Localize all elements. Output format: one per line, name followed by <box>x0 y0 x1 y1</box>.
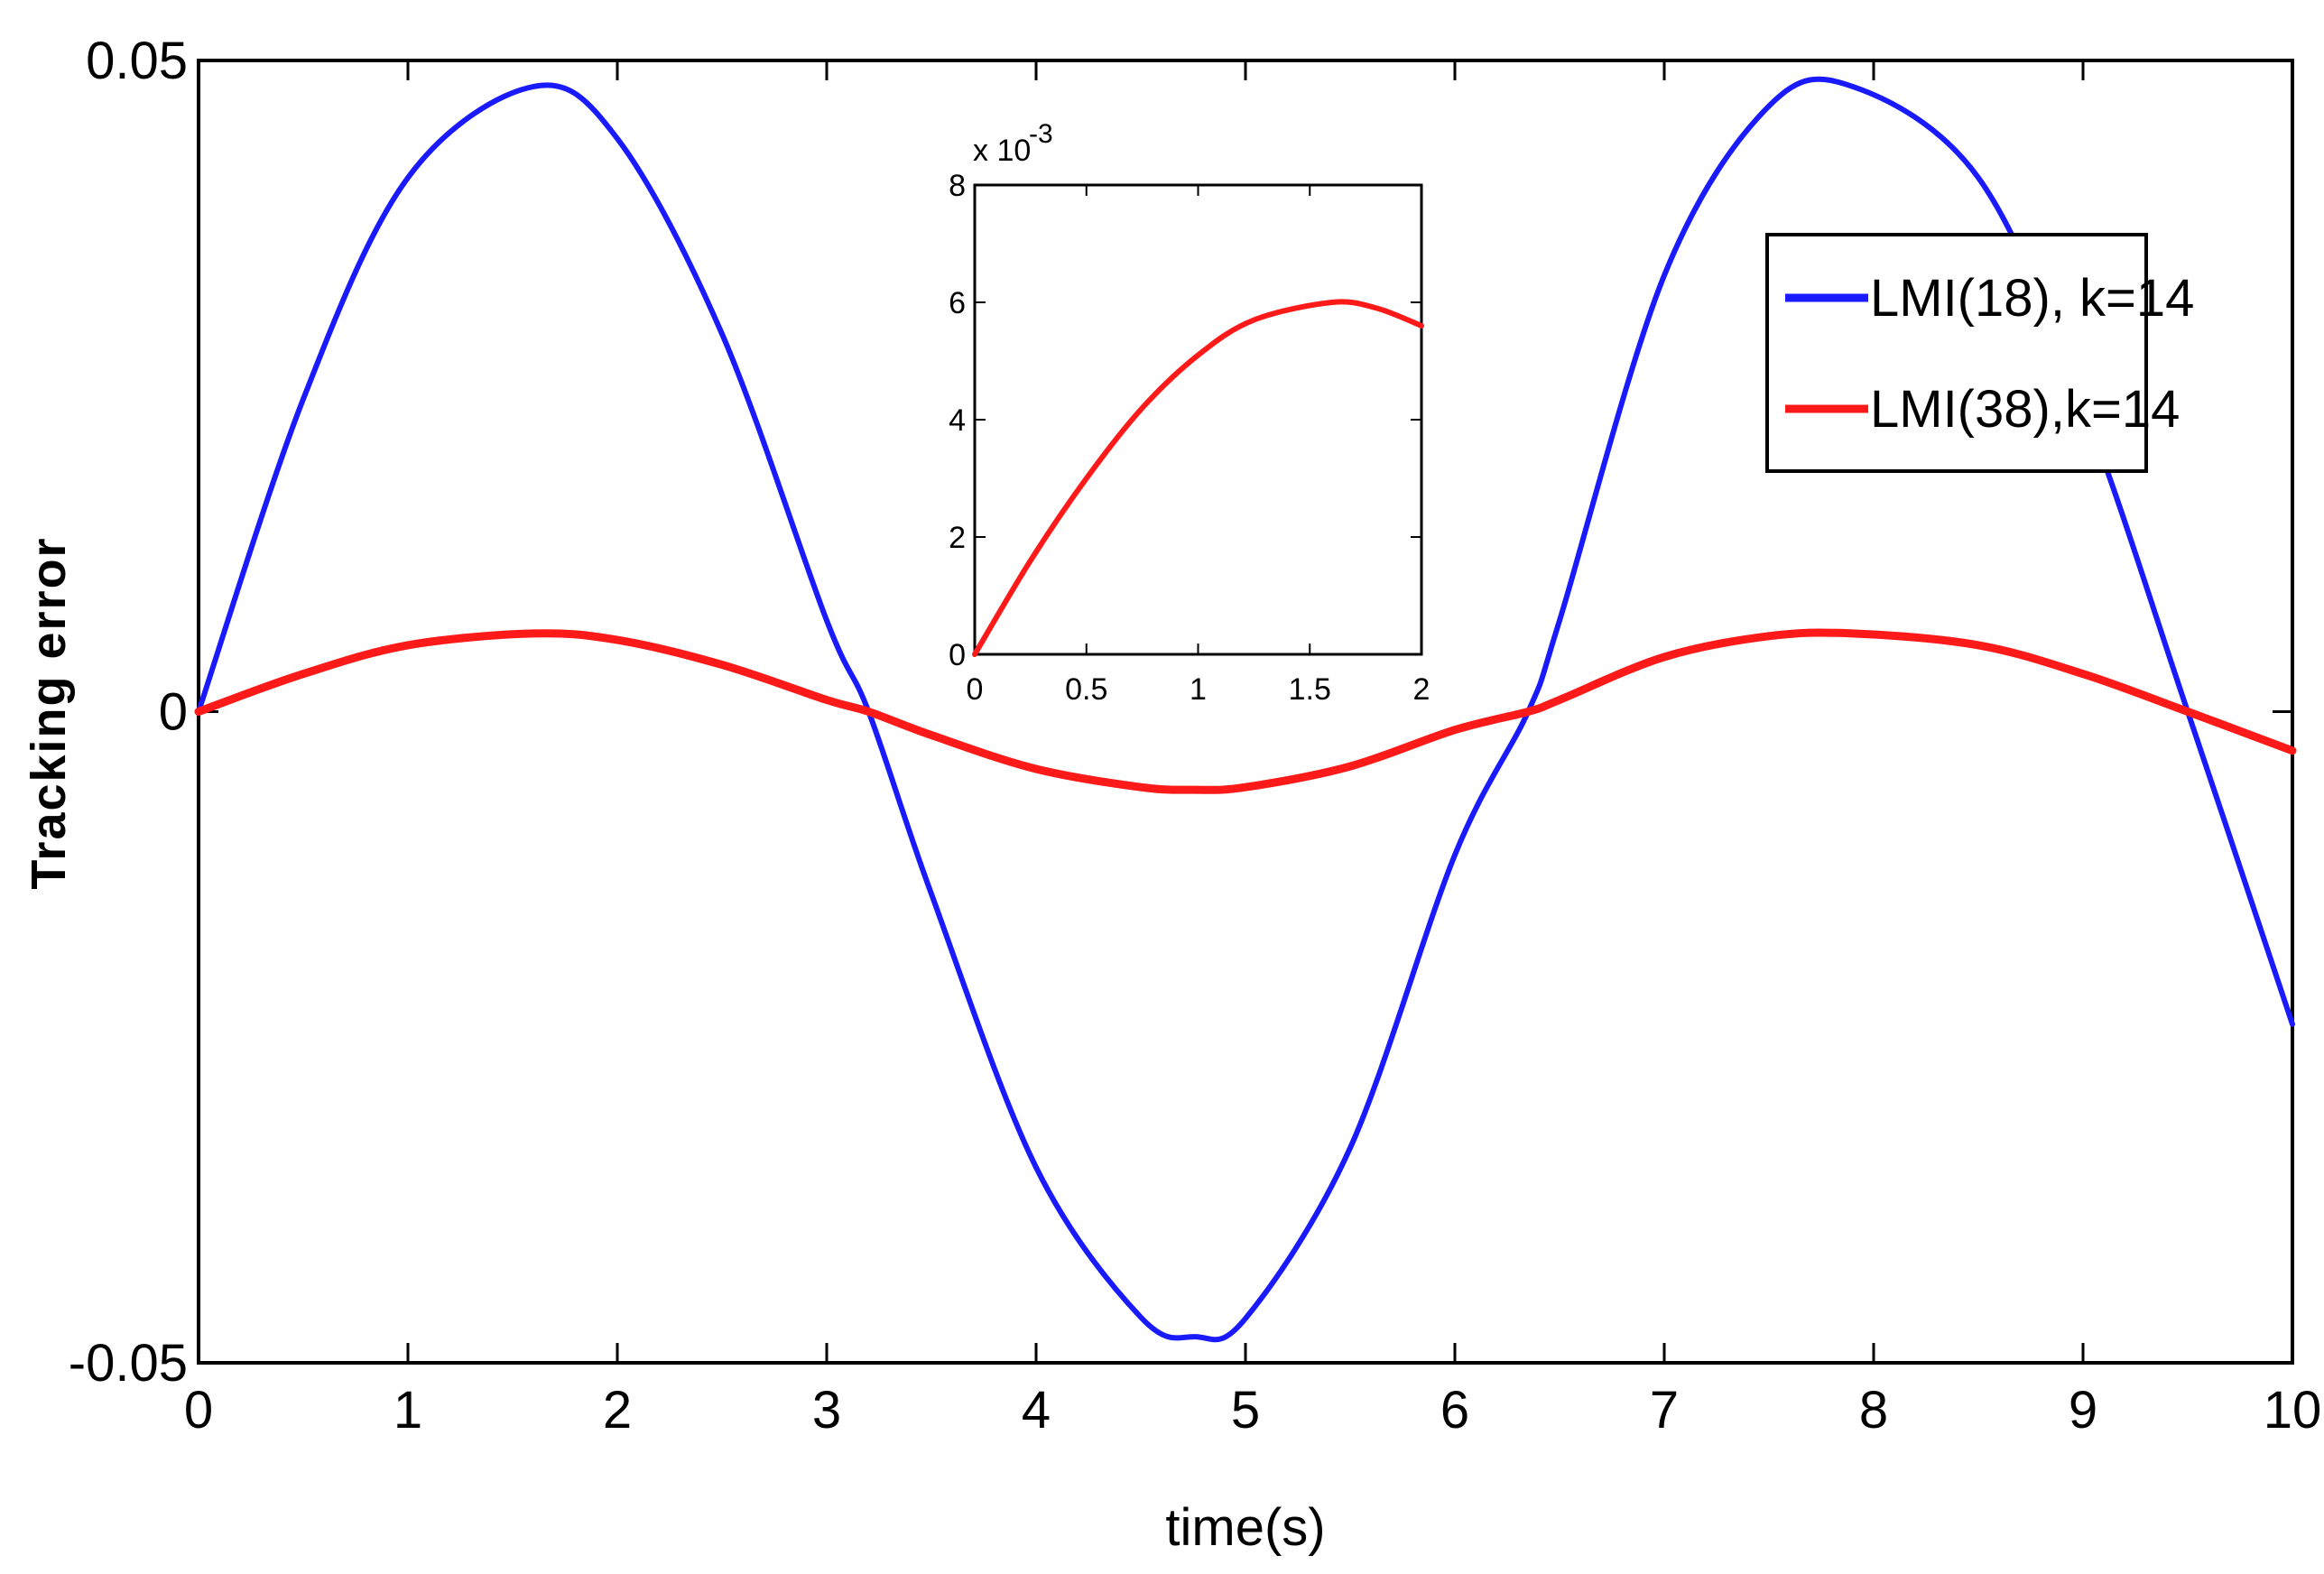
x-tick-label: 5 <box>1231 1381 1260 1440</box>
series-line-lmi18 <box>196 76 2295 1343</box>
legend-label-lmi38: LMI(38),k=14 <box>1870 380 2180 439</box>
x-tick-label: 2 <box>603 1381 632 1440</box>
inset-y-tick-label: 0 <box>949 638 966 672</box>
x-tick-label: 8 <box>1859 1381 1888 1440</box>
x-tick-label: 3 <box>812 1381 841 1440</box>
inset-series-lines <box>972 299 1424 657</box>
x-tick-label: 7 <box>1650 1381 1679 1440</box>
inset-y-tick-label: 4 <box>949 403 966 438</box>
legend: LMI(18), k=14 LMI(38),k=14 <box>1765 233 2194 473</box>
inset-y-tick-label: 2 <box>949 521 966 555</box>
y-tick-label: 0.05 <box>86 32 188 90</box>
main-series-lines <box>194 76 2297 1343</box>
inset-x-tick-label: 1 <box>1190 672 1207 707</box>
x-tick-label: 1 <box>394 1381 422 1440</box>
legend-box <box>1765 233 2148 473</box>
inset-x-tick-label: 1.5 <box>1289 672 1331 707</box>
y-tick-label: -0.05 <box>69 1334 188 1393</box>
inset-y-tick-label: 6 <box>949 286 966 320</box>
x-tick-label: 4 <box>1022 1381 1051 1440</box>
x-tick-label: 0 <box>184 1381 213 1440</box>
x-axis-title: time(s) <box>1165 1498 1325 1557</box>
series-line-lmi38 <box>194 628 2297 794</box>
inset-plot-frame <box>973 183 1423 656</box>
inset-y-scale-note: x 10 <box>973 134 1031 168</box>
x-tick-label: 6 <box>1440 1381 1469 1440</box>
y-axis-title: Tracking error <box>22 536 76 889</box>
inset-series-line-lmi38 <box>972 299 1424 657</box>
inset-y-tick-label: 8 <box>949 169 966 203</box>
y-tick-label: 0 <box>159 683 188 742</box>
legend-label-lmi18: LMI(18), k=14 <box>1870 269 2194 328</box>
inset-x-tick-label: 2 <box>1413 672 1431 707</box>
inset-axis-ticks: 0 0.5 1 1.5 2 0 2 4 6 8 <box>949 169 1430 707</box>
inset-x-tick-label: 0 <box>967 672 984 707</box>
inset-x-tick-label: 0.5 <box>1065 672 1107 707</box>
x-tick-label: 10 <box>2264 1381 2322 1440</box>
inset-y-scale-exponent: -3 <box>1029 119 1053 149</box>
x-tick-label: 9 <box>2069 1381 2097 1440</box>
